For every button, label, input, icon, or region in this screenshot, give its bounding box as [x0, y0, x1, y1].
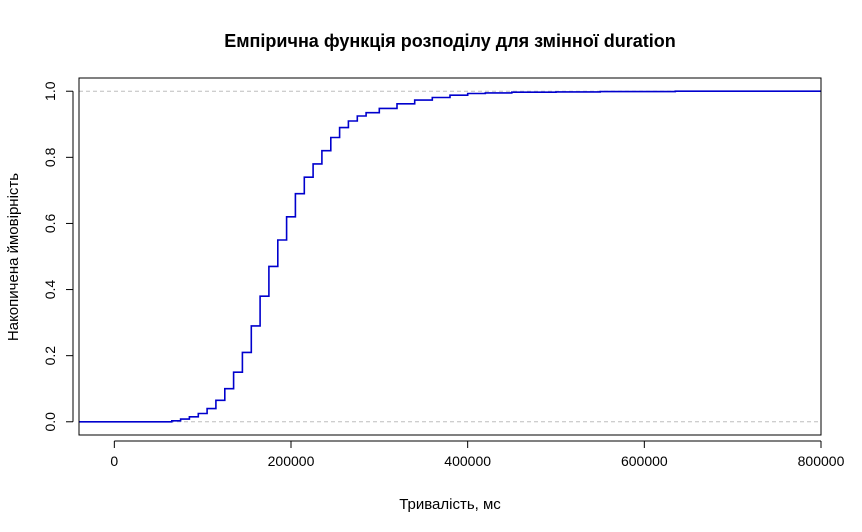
x-tick-label: 800000 — [798, 453, 845, 469]
x-axis-label: Тривалість, мс — [399, 496, 501, 513]
y-tick-label: 0.2 — [42, 346, 58, 366]
y-tick-label: 0.8 — [42, 147, 58, 167]
y-tick-label: 0.4 — [42, 280, 58, 300]
x-tick-label: 0 — [110, 453, 118, 469]
y-tick-label: 0.6 — [42, 214, 58, 234]
y-tick-label: 0.0 — [42, 412, 58, 432]
reference-lines — [79, 90, 821, 423]
x-axis: 0 200000 400000 600000 800000 — [110, 440, 845, 469]
chart-title: Емпірична функція розподілу для змінної … — [224, 31, 676, 51]
x-tick-label: 200000 — [268, 453, 315, 469]
ecdf-series-line — [79, 90, 821, 423]
x-tick-label: 600000 — [621, 453, 668, 469]
plot-frame — [78, 77, 822, 436]
x-tick-label: 400000 — [444, 453, 491, 469]
y-axis: 0.0 0.2 0.4 0.6 0.8 1.0 — [42, 81, 74, 432]
y-tick-label: 1.0 — [42, 81, 58, 101]
y-axis-label: Накопичена ймовірність — [5, 173, 22, 341]
